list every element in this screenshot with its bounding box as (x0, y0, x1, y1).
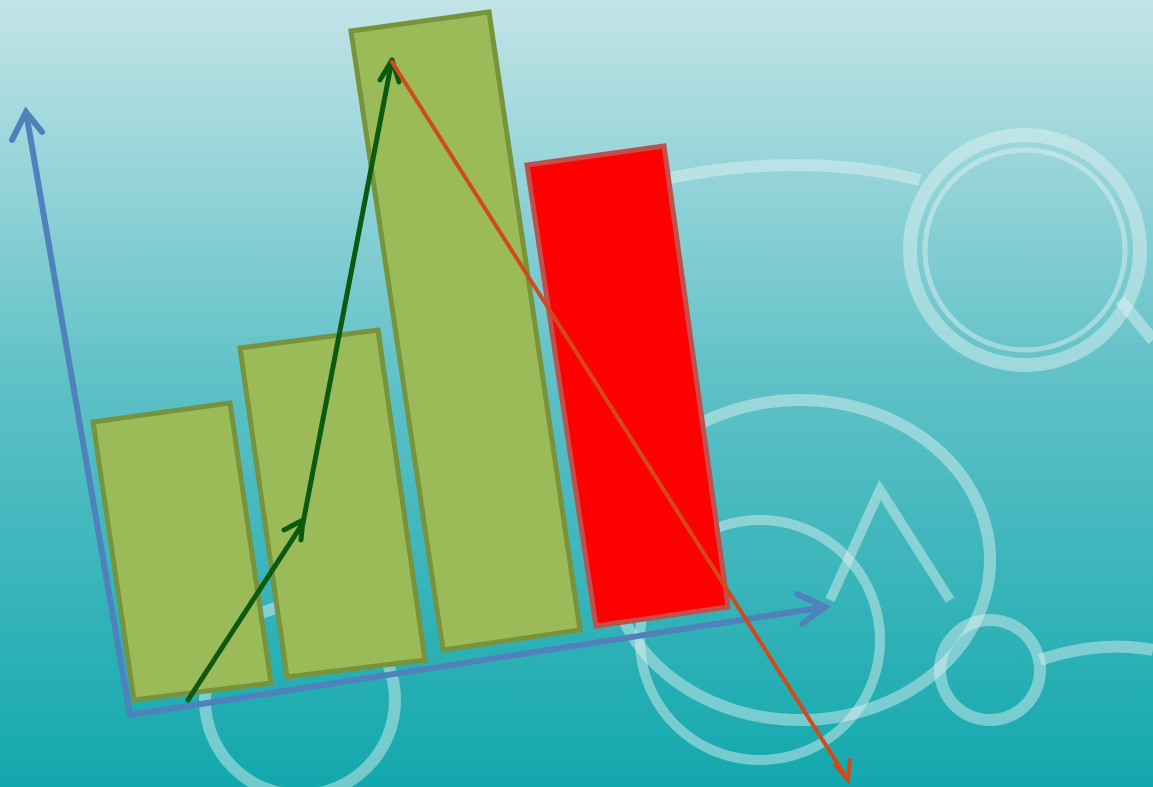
decorative-swirls (199, 128, 1153, 787)
arrowhead (281, 517, 306, 543)
x-axis-arrowhead (794, 591, 831, 627)
axes (9, 106, 831, 718)
trend-line (390, 60, 850, 782)
arrowhead (833, 758, 852, 785)
swirl (922, 147, 1128, 353)
swirl (825, 479, 955, 603)
bar (348, 9, 583, 653)
swirl (903, 128, 1147, 372)
swirl (1115, 296, 1153, 344)
y-axis-arrowhead (9, 106, 45, 143)
y-axis (23, 109, 133, 718)
trend-down (390, 60, 852, 785)
x-axis (127, 604, 828, 718)
swirl (934, 614, 1046, 726)
swirl (658, 159, 922, 186)
swirl (635, 515, 885, 765)
swirl (1038, 640, 1153, 666)
bar-highlight (524, 143, 731, 629)
bar (90, 400, 274, 703)
